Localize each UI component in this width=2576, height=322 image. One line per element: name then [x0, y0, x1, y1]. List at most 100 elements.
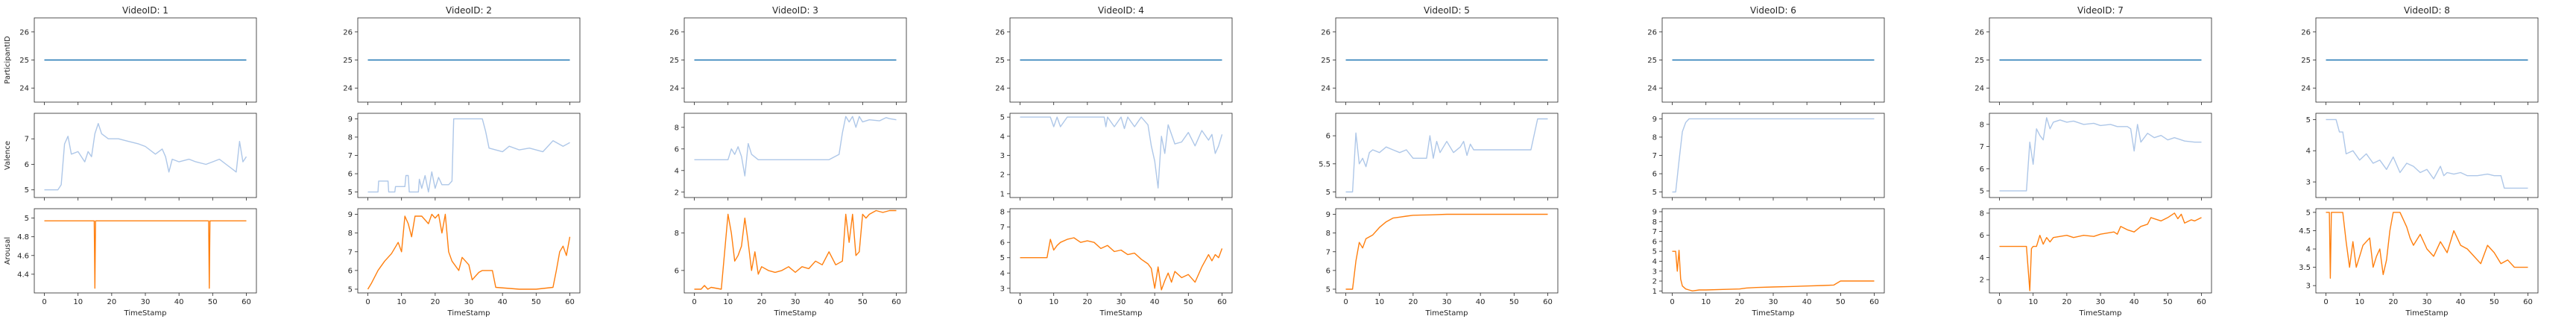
panel-video5-arousal: 5 6 7 8 9 0 10 20 30 40 50 60	[1326, 208, 1559, 306]
axes-frame	[1009, 208, 1233, 294]
y-tick-label: 3.5	[2299, 264, 2311, 272]
axes-frame	[2315, 113, 2539, 198]
x-tick-label: 20	[757, 298, 766, 306]
x-tick-label: 0	[1017, 298, 1022, 306]
x-tick-label: 0	[692, 298, 696, 306]
panel-video2-arousal: 5 6 7 8 9 0 10 20 30 40 50 60	[348, 208, 581, 306]
y-tick-label: 5	[348, 189, 353, 197]
axes-frame	[1989, 208, 2212, 294]
x-axis-label: TimeStamp	[1099, 309, 1143, 318]
x-tick-label: 50	[1184, 298, 1193, 306]
axes-frame	[1335, 208, 1559, 294]
x-tick-label: 30	[2096, 298, 2106, 306]
x-tick-label: 10	[1701, 298, 1711, 306]
x-axis-label: TimeStamp	[124, 309, 167, 318]
x-tick-label: 10	[2355, 298, 2364, 306]
axes-frame	[2315, 208, 2539, 294]
y-tick-label: 5	[1326, 285, 1330, 294]
y-tick-label: 9	[1326, 211, 1330, 219]
y-tick-label: 25	[2301, 57, 2311, 65]
x-tick-label: 60	[2523, 298, 2533, 306]
y-tick-label: 4	[2306, 148, 2311, 156]
x-tick-label: 60	[565, 298, 575, 306]
subplot-title: VideoID: 1	[122, 5, 168, 16]
axes-frame	[1661, 208, 1885, 294]
panel-video7-arousal: 2 4 6 8 0 10 20 30 40 50 60	[1980, 208, 2212, 306]
x-tick-label: 40	[824, 298, 834, 306]
y-tick-label: 3	[1000, 152, 1005, 160]
y-tick-label: 6	[1652, 238, 1657, 246]
y-tick-label: 6	[1980, 165, 1984, 174]
arousal-line	[1345, 213, 1548, 290]
y-tick-label: 7	[25, 136, 29, 144]
y-tick-label: 8	[1000, 209, 1005, 217]
x-tick-label: 50	[2490, 298, 2499, 306]
y-tick-label: 3	[1652, 268, 1657, 276]
y-tick-label: 25	[1321, 57, 1330, 65]
x-tick-label: 20	[1082, 298, 1092, 306]
x-tick-label: 50	[2163, 298, 2173, 306]
y-tick-label: 7	[348, 248, 353, 256]
x-tick-label: 20	[1408, 298, 1418, 306]
panel-video7-participantid: 24 25 26	[1974, 17, 2212, 105]
arousal-line	[1672, 250, 1875, 291]
y-tick-label: 5	[25, 215, 29, 223]
y-tick-label: 24	[669, 85, 679, 93]
panel-video4-valence: 1 2 3 4 5	[1000, 113, 1233, 201]
y-tick-label: 8	[348, 230, 353, 238]
panel-video5-participantid: 24 25 26	[1321, 17, 1559, 105]
y-tick-label: 7	[1000, 224, 1005, 232]
y-tick-label: 4	[1000, 270, 1005, 278]
panel-video2-participantid: 24 25 26	[343, 17, 581, 105]
x-tick-label: 20	[1734, 298, 1744, 306]
panel-video2-valence: 5 6 7 8 9	[348, 113, 581, 201]
valence-line	[44, 122, 247, 191]
x-tick-label: 40	[2130, 298, 2139, 306]
y-tick-label: 6	[348, 267, 353, 275]
y-tick-label: 3	[2306, 282, 2311, 291]
y-tick-label: 26	[669, 28, 679, 37]
y-tick-label: 25	[669, 57, 679, 65]
x-tick-label: 20	[107, 298, 116, 306]
y-tick-label: 6	[675, 145, 679, 154]
subplot-title: VideoID: 6	[1750, 5, 1796, 16]
y-tick-label: 24	[343, 85, 353, 93]
y-tick-label: 2	[1980, 277, 1984, 285]
y-tick-label: 5	[1000, 254, 1005, 262]
y-tick-label: 25	[995, 57, 1005, 65]
arousal-line	[44, 220, 247, 289]
y-tick-label: 8	[1326, 230, 1330, 238]
x-axis-label: TimeStamp	[1425, 309, 1468, 318]
panel-video8-valence: 3 4 5	[2306, 113, 2539, 201]
y-axis-label: Arousal	[4, 237, 12, 265]
y-tick-label: 9	[1652, 116, 1657, 124]
x-axis-label: TimeStamp	[2405, 309, 2449, 318]
x-tick-label: 50	[1509, 298, 1519, 306]
subplot-title: VideoID: 8	[2404, 5, 2450, 16]
x-tick-label: 0	[1997, 298, 2001, 306]
panel-video8-participantid: 24 25 26	[2301, 17, 2539, 105]
y-tick-label: 5	[1652, 189, 1657, 197]
y-tick-label: 1	[1652, 288, 1657, 296]
valence-line	[1999, 117, 2202, 192]
x-tick-label: 10	[1049, 298, 1058, 306]
x-axis-label: TimeStamp	[1752, 309, 1795, 318]
y-tick-label: 6	[25, 161, 29, 169]
y-tick-label: 5	[1000, 114, 1005, 122]
y-tick-label: 8	[1652, 218, 1657, 227]
x-tick-label: 20	[2062, 298, 2071, 306]
y-tick-label: 25	[1647, 57, 1657, 65]
x-tick-label: 60	[1543, 298, 1553, 306]
x-tick-label: 40	[1476, 298, 1486, 306]
panel-video3-participantid: 24 25 26	[669, 17, 907, 105]
y-tick-label: 26	[995, 28, 1005, 37]
x-tick-label: 60	[2197, 298, 2206, 306]
y-tick-label: 4	[2306, 246, 2311, 254]
y-tick-label: 8	[1980, 121, 1984, 129]
subplot-title: VideoID: 5	[1424, 5, 1470, 16]
y-tick-label: 5	[25, 186, 29, 195]
axes-frame	[357, 113, 581, 198]
arousal-line	[2326, 212, 2528, 279]
subplot-title: VideoID: 2	[446, 5, 492, 16]
